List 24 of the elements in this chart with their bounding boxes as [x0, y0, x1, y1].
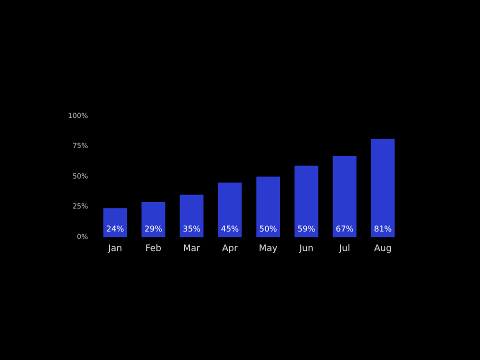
x-tick-label: May [258, 244, 278, 254]
data-label: 29% [144, 224, 163, 234]
data-label: 59% [297, 224, 316, 234]
bar [332, 156, 356, 238]
bar [294, 166, 318, 238]
x-tick-label: Aug [374, 244, 392, 254]
x-tick-label: Apr [222, 244, 238, 254]
data-label: 50% [259, 224, 278, 234]
data-label: 45% [220, 224, 240, 234]
x-tick-label: Jun [298, 244, 314, 254]
data-label: 67% [336, 224, 354, 234]
bar [103, 208, 127, 238]
x-tick-label: Feb [145, 244, 162, 254]
bar [218, 182, 242, 238]
x-tick-label: Mar [183, 244, 200, 254]
bar [256, 176, 280, 238]
bar [142, 202, 166, 238]
data-label: 81% [374, 224, 392, 234]
data-label: 35% [182, 224, 201, 234]
bar [180, 194, 204, 238]
data-label: 24% [106, 224, 124, 234]
x-tick-label: Jan [107, 244, 122, 254]
x-tick-label: Jul [338, 244, 350, 254]
bar [371, 139, 395, 238]
